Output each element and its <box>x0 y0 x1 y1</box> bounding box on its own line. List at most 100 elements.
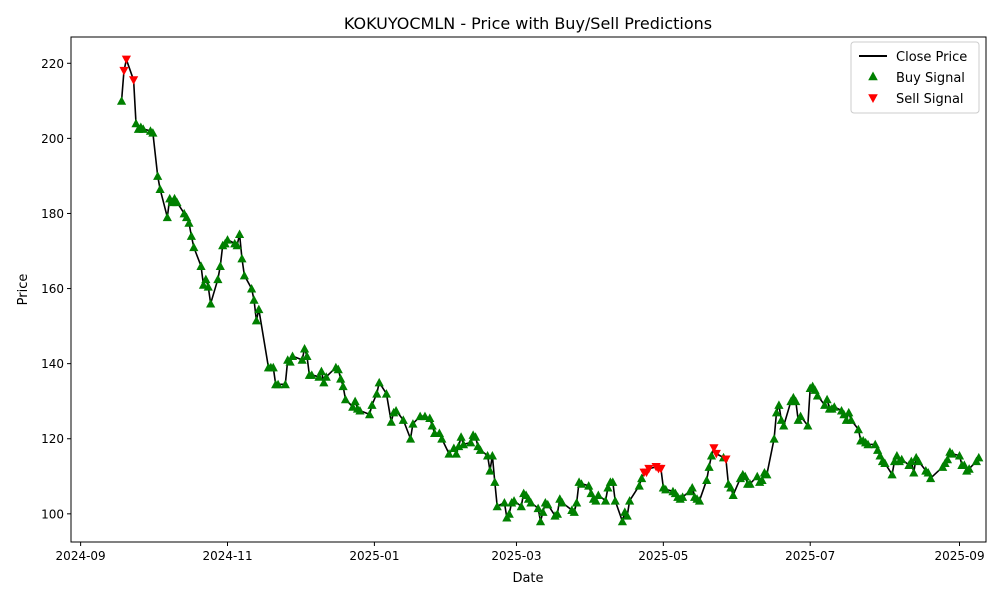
buy-signal-point <box>954 451 965 460</box>
buy-signal-point <box>299 344 310 353</box>
buy-signal-point <box>576 479 587 488</box>
sell-signal-point <box>121 55 131 65</box>
buy-signal-point <box>287 351 298 361</box>
axes-frame <box>70 36 987 543</box>
buy-signal-point <box>492 501 502 511</box>
buy-signal-point <box>909 467 919 477</box>
buy-signal-point <box>381 389 392 398</box>
buy-signal-point <box>820 400 830 409</box>
buy-signal-point <box>926 473 936 483</box>
buy-signal-point <box>552 509 562 518</box>
y-tick-label: 140 <box>41 357 64 371</box>
buy-signal-point <box>728 490 738 499</box>
buy-signal-point <box>350 396 360 406</box>
buy-signal-point <box>232 240 242 250</box>
buy-signal-point <box>795 411 806 421</box>
x-tick-label: 2025-01 <box>349 549 399 563</box>
buy-signal-point <box>487 451 497 460</box>
buy-signal-point <box>740 471 750 481</box>
buy-signal-point <box>516 501 526 511</box>
x-tick-label: 2024-09 <box>56 549 106 563</box>
buy-signal-point <box>509 496 519 505</box>
buy-signal-point <box>116 96 127 105</box>
buy-signal-point <box>726 482 736 492</box>
buy-signal-point <box>355 405 365 415</box>
buy-signal-point <box>246 283 257 293</box>
buy-signal-point <box>408 419 418 428</box>
buy-signal-point <box>774 400 784 409</box>
x-axis-label: Date <box>512 571 543 586</box>
buy-signal-point <box>829 402 839 411</box>
buy-signal-point <box>661 484 671 494</box>
sell-signal-point <box>644 464 654 474</box>
buy-signal-point <box>591 496 601 505</box>
buy-signal-point <box>456 432 466 441</box>
x-tick-label: 2025-05 <box>638 549 688 563</box>
buy-signal-point <box>466 437 476 447</box>
buy-signal-point <box>405 434 416 443</box>
buy-signal-point <box>273 379 283 389</box>
buy-signal-point <box>533 503 543 513</box>
buy-signal-point <box>285 357 295 366</box>
buy-signal-point <box>316 366 327 376</box>
buy-signal-point <box>762 469 772 479</box>
buy-signal-point <box>504 509 514 518</box>
buy-signal-point <box>947 449 957 458</box>
buy-signal-point <box>499 497 510 507</box>
buy-signal-point <box>251 315 262 325</box>
buy-signal-point <box>398 415 408 424</box>
buy-signal-point <box>189 242 199 252</box>
buy-signal-point <box>485 466 495 475</box>
buy-signal-point <box>572 497 582 507</box>
buy-signal-point <box>803 421 813 430</box>
buy-signal-point <box>634 481 644 490</box>
y-axis-label: Price <box>16 274 31 306</box>
legend-box <box>850 41 980 114</box>
sell-signal-point <box>656 464 666 474</box>
legend-buy-label: Buy Signal <box>896 71 965 86</box>
buy-signal-point <box>444 449 454 458</box>
buy-signal-point <box>942 454 953 464</box>
buy-signal-point <box>239 270 249 280</box>
buy-signal-point <box>391 405 401 415</box>
buy-signal-point <box>153 171 163 180</box>
buy-signal-point <box>333 364 343 374</box>
buy-signal-point <box>538 507 548 516</box>
buy-signal-point <box>198 280 209 289</box>
buy-signal-point <box>603 482 613 492</box>
buy-signal-point <box>702 475 712 484</box>
buy-signal-point <box>769 434 779 443</box>
x-tick-label: 2025-09 <box>934 549 984 563</box>
buy-signal-point <box>458 439 469 449</box>
buy-signal-point <box>321 372 331 381</box>
legend-sell-marker <box>868 94 878 103</box>
buy-signal-point <box>162 212 172 222</box>
buy-signal-point <box>268 362 278 372</box>
buy-signal-point <box>280 379 290 389</box>
sell-signal-point <box>119 66 129 76</box>
buy-signal-point <box>425 413 435 423</box>
sell-signal-point <box>711 449 721 459</box>
plot-area <box>116 55 984 526</box>
buy-signal-point <box>490 477 500 486</box>
buy-signal-point <box>249 295 259 304</box>
buy-signal-point <box>822 394 832 404</box>
y-tick-label: 120 <box>41 432 64 446</box>
x-tick-label: 2024-11 <box>202 549 252 563</box>
buy-signal-point <box>367 400 377 409</box>
x-tick-label: 2025-07 <box>785 549 835 563</box>
legend-sell-label: Sell Signal <box>896 92 964 107</box>
legend-close-label: Close Price <box>896 50 967 65</box>
buy-signal-point <box>880 458 890 468</box>
buy-signal-point <box>745 479 755 488</box>
legend: Close Price Buy Signal Sell Signal <box>850 41 980 114</box>
buy-signal-point <box>307 370 317 379</box>
x-axis: 2024-09 2024-11 2025-01 2025-03 2025-05 2025-… <box>56 542 985 563</box>
buy-signal-point <box>186 231 196 240</box>
buy-signal-point <box>386 417 396 426</box>
y-tick-label: 180 <box>41 207 64 221</box>
buy-signal-point <box>374 377 384 387</box>
buy-signal-point <box>319 377 329 387</box>
buy-signal-point <box>543 499 553 509</box>
